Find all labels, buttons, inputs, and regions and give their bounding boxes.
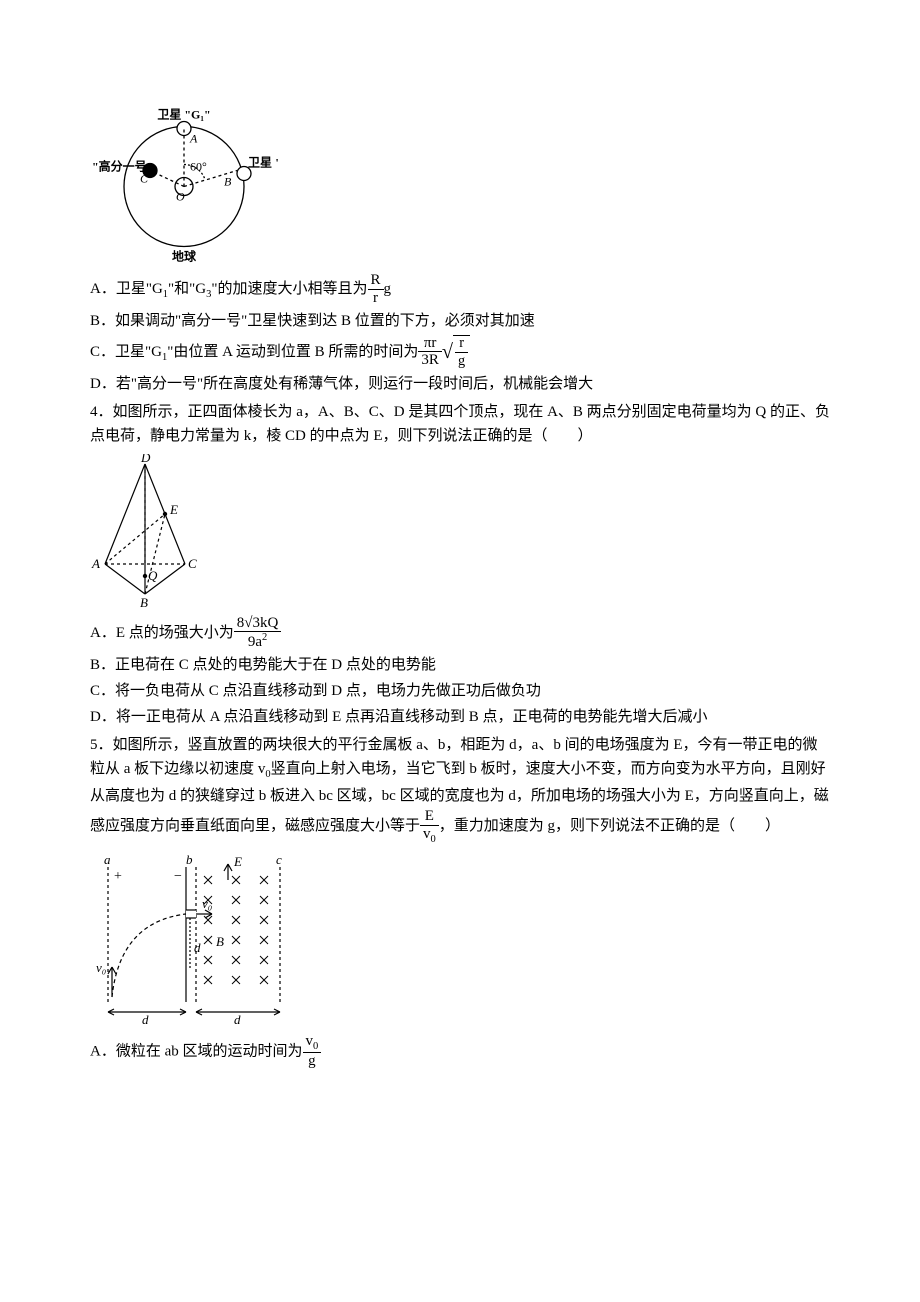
q5-A-den: g (303, 1053, 322, 1070)
q4-option-A: A．E 点的场强大小为8√3kQ9a2 (90, 615, 830, 652)
q4-A-frac: 8√3kQ9a2 (234, 615, 282, 652)
q4-A-den-sup: 2 (262, 632, 267, 643)
q3-C-pre: C．卫星"G (90, 344, 162, 360)
q4-stem: 4．如图所示，正四面体棱长为 a，A、B、C、D 是其四个顶点，现在 A、B 两… (90, 400, 830, 448)
q5-option-A: A．微粒在 ab 区域的运动时间为v0g (90, 1033, 830, 1071)
q3-label-C: C (140, 172, 149, 186)
q3-option-A: A．卫星"G1"和"G3"的加速度大小相等且为Rrg (90, 272, 830, 307)
q3-C-den: 3R (418, 352, 442, 369)
q3-label-earth: 地球 (172, 249, 197, 264)
q3-C-sqrt-den: g (455, 353, 468, 369)
q4-label-C: C (188, 556, 197, 571)
q5-A-num-pre: v (306, 1033, 314, 1049)
q4-label-A: A (91, 556, 100, 571)
q3-label-B: B (224, 175, 232, 189)
q3-C-frac: πr3R (418, 335, 442, 370)
q5-label-d2: d (234, 1012, 241, 1027)
q3-C-sqrt: √rg (442, 335, 470, 369)
q5-A-num-sub: 0 (313, 1041, 318, 1052)
q5-field-svg: + − a b c E B v₀ v₀ d d d (90, 852, 290, 1027)
q5-plus: + (114, 869, 122, 884)
q4-label-O: Q (148, 568, 158, 583)
q3-C-mid: "由位置 A 运动到位置 B 所需的时间为 (167, 344, 418, 360)
q3-C-num: πr (418, 335, 442, 353)
q4-option-D: D．将一正电荷从 A 点沿直线移动到 E 点再沿直线移动到 B 点，正电荷的电势… (90, 705, 830, 729)
q3-A-frac: Rr (368, 272, 384, 307)
q3-label-g3: 卫星 "G₃" (248, 156, 278, 170)
q5-stem-den-sub: 0 (431, 834, 436, 845)
q5-figure: + − a b c E B v₀ v₀ d d d (90, 852, 830, 1027)
q3-C-sqrt-num: r (455, 336, 468, 353)
q3-A-tail: g (384, 281, 392, 297)
q3-A-mid: "和"G (168, 281, 206, 297)
q3-figure: 卫星 "G₁" 卫星 "G₃" "高分一号" 地球 A B C O 60° (90, 106, 830, 266)
q3-A-pre: A．卫星"G (90, 281, 163, 297)
q5-stem: 5．如图所示，竖直放置的两块很大的平行金属板 a、b，相距为 d，a、b 间的电… (90, 733, 830, 845)
q5-label-a: a (104, 852, 111, 867)
q5-label-d1: d (142, 1012, 149, 1027)
q5-stem-num: E (420, 808, 439, 826)
q3-A-post: "的加速度大小相等且为 (211, 281, 367, 297)
q3-A-num: R (368, 272, 384, 290)
q3-option-D: D．若"高分一号"所在高度处有稀薄气体，则运行一段时间后，机械能会增大 (90, 372, 830, 396)
q5-stem-den-pre: v (423, 826, 431, 842)
q5-label-v0-left: v₀ (96, 960, 106, 975)
q5-label-B: B (216, 934, 224, 949)
q4-tetra-svg: D A C B E Q (90, 454, 205, 609)
q3-option-B: B．如果调动"高分一号"卫星快速到达 B 位置的下方，必须对其加速 (90, 309, 830, 333)
q4-A-den-base: 9a (248, 634, 262, 650)
q5-A-num: v0 (303, 1033, 322, 1054)
q5-stem-frac: Ev0 (420, 808, 439, 846)
q3-label-O: O (176, 190, 185, 204)
q3-orbit-svg: 卫星 "G₁" 卫星 "G₃" "高分一号" 地球 A B C O 60° (90, 106, 278, 266)
q4-label-B: B (140, 595, 148, 609)
q3-A-den: r (368, 290, 384, 307)
q5-label-c: c (276, 852, 282, 867)
q3-label-g1: 卫星 "G₁" (157, 108, 210, 122)
q5-label-v0-slit: v₀ (202, 896, 212, 911)
q5-p3: ，重力加速度为 g，则下列说法不正确的是（ ） (439, 818, 780, 834)
q5-label-b: b (186, 852, 193, 867)
q4-label-D: D (140, 454, 151, 465)
q3-option-C: C．卫星"G1"由位置 A 运动到位置 B 所需的时间为πr3R√rg (90, 335, 830, 370)
q4-option-B: B．正电荷在 C 点处的电势能大于在 D 点处的电势能 (90, 653, 830, 677)
q4-A-pre: A．E 点的场强大小为 (90, 624, 234, 640)
q3-label-A: A (189, 132, 198, 146)
q5-stem-den: v0 (420, 826, 439, 846)
q5-A-frac: v0g (303, 1033, 322, 1071)
q5-A-pre: A．微粒在 ab 区域的运动时间为 (90, 1043, 303, 1059)
q3-label-angle: 60° (190, 160, 207, 174)
q5-label-d3: d (194, 940, 201, 955)
q4-label-E: E (169, 502, 178, 517)
q4-A-den: 9a2 (234, 632, 282, 651)
q4-figure: D A C B E Q (90, 454, 830, 609)
q5-label-E: E (233, 854, 242, 869)
q5-minus: − (174, 869, 182, 884)
q4-option-C: C．将一负电荷从 C 点沿直线移动到 D 点，电场力先做正功后做负功 (90, 679, 830, 703)
q4-A-num: 8√3kQ (234, 615, 282, 633)
